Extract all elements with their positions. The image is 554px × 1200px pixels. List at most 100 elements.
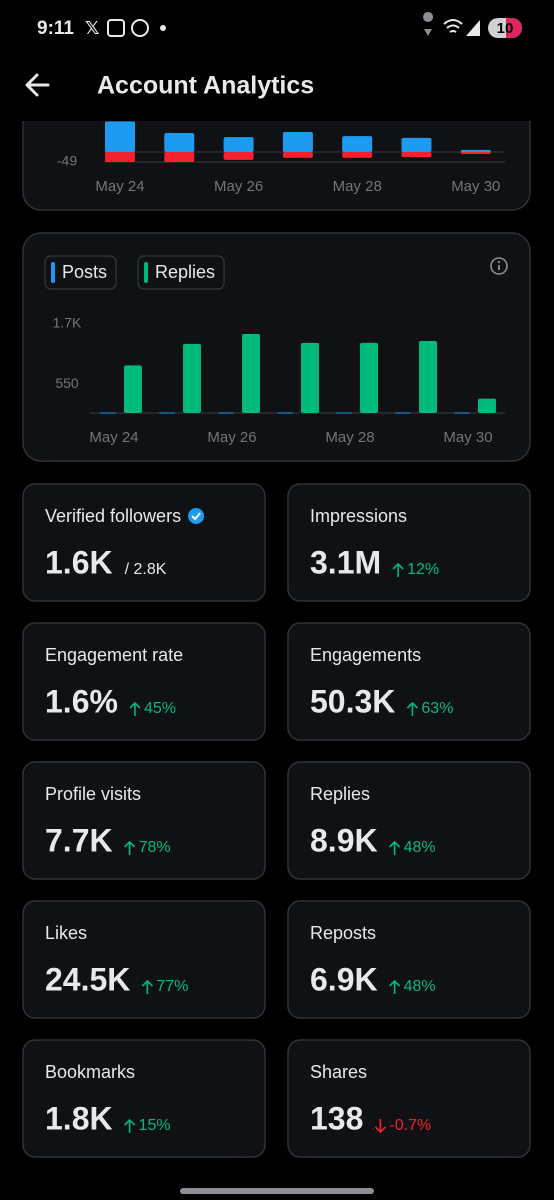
info-icon[interactable] — [490, 257, 508, 275]
bar — [282, 151, 313, 158]
bar — [342, 151, 373, 158]
header-title: Account Analytics — [97, 72, 314, 100]
bar — [277, 412, 293, 414]
arrow-down — [374, 1119, 386, 1134]
status-time: 9:11 — [37, 18, 74, 39]
verified-check — [191, 512, 201, 521]
stat-label: Engagements — [310, 645, 421, 665]
stat-change: 78% — [139, 839, 171, 856]
bar — [218, 412, 234, 414]
x-tick-label: May 30 — [443, 429, 492, 446]
stat-card[interactable]: Shares 138 -0.7% — [287, 1039, 531, 1158]
bar — [360, 342, 378, 413]
bar — [282, 131, 313, 152]
bar — [460, 151, 491, 155]
stats-grid: Verified followers 1.6K / 2.8K Impressions 3… — [22, 483, 531, 1158]
arrow-up — [129, 701, 141, 716]
arrow-up — [124, 1118, 136, 1133]
legend-swatch — [51, 262, 55, 283]
legend-box — [137, 255, 225, 290]
bar — [183, 343, 201, 413]
stat-card[interactable]: Engagement rate 1.6% 45% — [22, 622, 266, 741]
x-tick-label: May 30 — [451, 178, 500, 195]
bar — [164, 133, 195, 152]
arrow-up — [392, 562, 404, 577]
arrow-up — [124, 840, 136, 855]
arrow-up — [141, 979, 153, 994]
stat-card[interactable]: Reposts 6.9K 48% — [287, 900, 531, 1019]
bar — [105, 151, 135, 162]
battery-level: 10 — [497, 20, 514, 37]
stat-card[interactable]: Verified followers 1.6K / 2.8K — [22, 483, 266, 602]
card-background — [22, 483, 266, 602]
bar — [336, 412, 352, 414]
bar — [395, 412, 411, 414]
bar — [401, 137, 432, 152]
card-background — [287, 622, 531, 741]
stat-value: 8.9K — [310, 822, 378, 858]
card-background — [22, 761, 266, 880]
info-icon-dot — [497, 260, 501, 264]
stat-value: 138 — [310, 1100, 363, 1136]
nav-handle — [180, 1188, 374, 1194]
x-tick-label: May 24 — [95, 178, 144, 195]
x-tick-label: May 24 — [89, 429, 138, 446]
header-background — [0, 0, 554, 121]
legend-label: Posts — [62, 262, 107, 282]
stat-value: 50.3K — [310, 683, 395, 719]
stat-card[interactable]: Replies 8.9K 48% — [287, 761, 531, 880]
stat-label: Engagement rate — [45, 645, 183, 665]
bar — [164, 151, 195, 162]
stat-value: 3.1M — [310, 544, 381, 580]
wifi-icon — [443, 19, 463, 33]
bar — [124, 365, 142, 413]
card-background — [287, 483, 531, 602]
arrow-up — [406, 701, 418, 716]
stat-change: 48% — [404, 839, 436, 856]
verified-badge — [188, 508, 205, 524]
bar — [242, 333, 260, 413]
x-tick-label: May 28 — [333, 178, 382, 195]
stat-value: 1.6K — [45, 544, 113, 580]
legend-box — [44, 255, 117, 290]
card-background — [287, 900, 531, 1019]
stat-value: 1.8K — [45, 1100, 113, 1136]
stat-card[interactable]: Impressions 3.1M 12% — [287, 483, 531, 602]
bar — [419, 341, 437, 413]
stat-change: 15% — [139, 1117, 171, 1134]
arrow-up — [389, 840, 401, 855]
chart-card — [22, 232, 531, 462]
stat-label: Bookmarks — [45, 1062, 135, 1082]
location-icon — [423, 12, 434, 36]
stat-value: 7.7K — [45, 822, 113, 858]
x-tick-label: May 26 — [207, 429, 256, 446]
stat-total: / 2.8K — [125, 561, 167, 578]
stat-card[interactable]: Likes 24.5K 77% — [22, 900, 266, 1019]
bar — [301, 342, 319, 413]
y-tick-label: 550 — [55, 375, 79, 391]
bar — [223, 137, 254, 152]
bar — [100, 412, 116, 414]
card-background — [22, 900, 266, 1019]
bar — [105, 121, 135, 152]
card-background — [22, 622, 266, 741]
status-icon — [107, 19, 125, 37]
bar — [401, 151, 432, 158]
stat-label: Reposts — [310, 923, 376, 943]
stat-change: 63% — [421, 700, 453, 717]
stat-change: 77% — [156, 978, 188, 995]
stat-label: Replies — [310, 784, 370, 804]
card-background — [22, 1039, 266, 1158]
stat-label: Likes — [45, 923, 87, 943]
back-button[interactable] — [25, 73, 50, 97]
battery-low — [506, 18, 522, 38]
stat-value: 6.9K — [310, 961, 378, 997]
stat-card[interactable]: Bookmarks 1.8K 15% — [22, 1039, 266, 1158]
stat-card[interactable]: Profile visits 7.7K 78% — [22, 761, 266, 880]
card-background — [287, 1039, 531, 1158]
status-icon: 𝕏 — [85, 18, 100, 38]
stat-card[interactable]: Engagements 50.3K 63% — [287, 622, 531, 741]
card-background — [287, 761, 531, 880]
x-tick-label: May 26 — [214, 178, 263, 195]
